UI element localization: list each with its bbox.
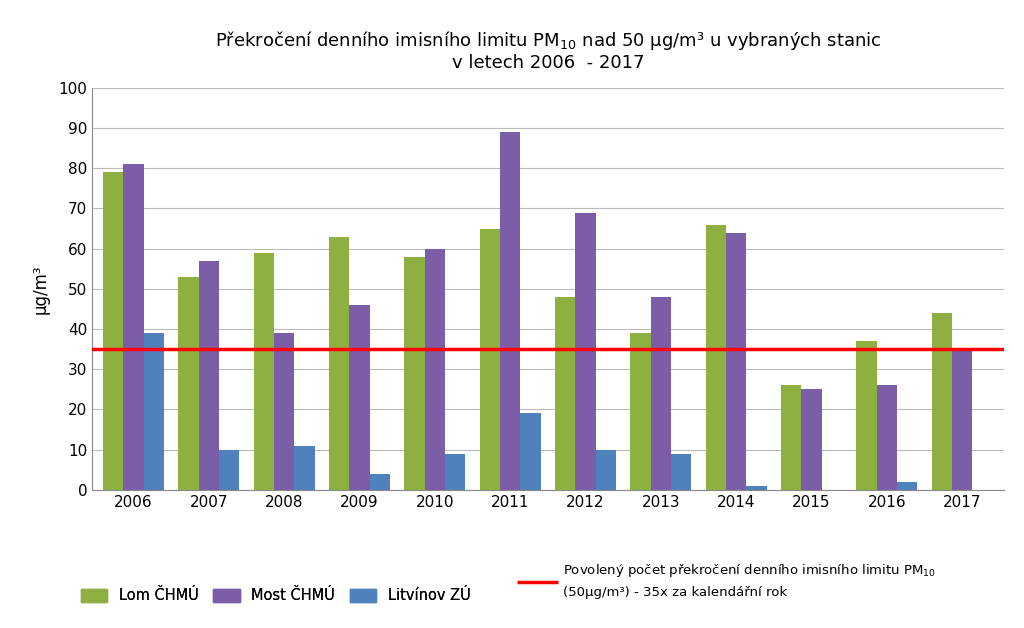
Bar xyxy=(445,453,465,490)
Bar xyxy=(746,486,767,490)
Bar xyxy=(479,229,500,490)
Title: Překročení denního imisního limitu PM$_{10}$ nad 50 μg/m³ u vybraných stanic
v l: Překročení denního imisního limitu PM$_{… xyxy=(215,29,881,72)
Bar xyxy=(370,474,390,490)
Bar xyxy=(856,341,877,490)
Bar xyxy=(349,305,370,490)
Bar xyxy=(671,453,691,490)
Bar xyxy=(274,333,294,490)
Bar xyxy=(103,172,124,490)
Bar xyxy=(425,249,445,490)
Bar xyxy=(254,252,274,490)
Bar xyxy=(781,386,802,490)
Legend: Lom ČHMÚ, Most ČHMÚ, Litvínov ZÚ: Lom ČHMÚ, Most ČHMÚ, Litvínov ZÚ xyxy=(81,588,470,603)
Bar xyxy=(555,297,575,490)
Bar xyxy=(219,450,240,490)
Bar xyxy=(178,277,199,490)
Bar xyxy=(329,237,349,490)
Bar xyxy=(802,389,821,490)
Bar xyxy=(631,333,650,490)
Bar xyxy=(575,212,596,490)
Bar xyxy=(897,482,918,490)
Text: Povolený počet překročení denního imisního limitu PM$_{10}$: Povolený počet překročení denního imisní… xyxy=(563,561,936,579)
Bar xyxy=(650,297,671,490)
Bar xyxy=(726,232,746,490)
Bar xyxy=(596,450,616,490)
Bar xyxy=(706,225,726,490)
Bar xyxy=(143,333,164,490)
Bar xyxy=(199,261,219,490)
Text: (50μg/m³) - 35x za kalendářní rok: (50μg/m³) - 35x za kalendářní rok xyxy=(563,586,787,598)
Bar xyxy=(932,313,952,490)
Bar xyxy=(500,132,520,490)
Bar xyxy=(404,257,425,490)
Bar xyxy=(952,349,972,490)
Bar xyxy=(124,165,143,490)
Bar xyxy=(520,413,541,490)
Bar xyxy=(294,446,314,490)
Y-axis label: μg/m³: μg/m³ xyxy=(32,264,50,313)
Bar xyxy=(877,386,897,490)
